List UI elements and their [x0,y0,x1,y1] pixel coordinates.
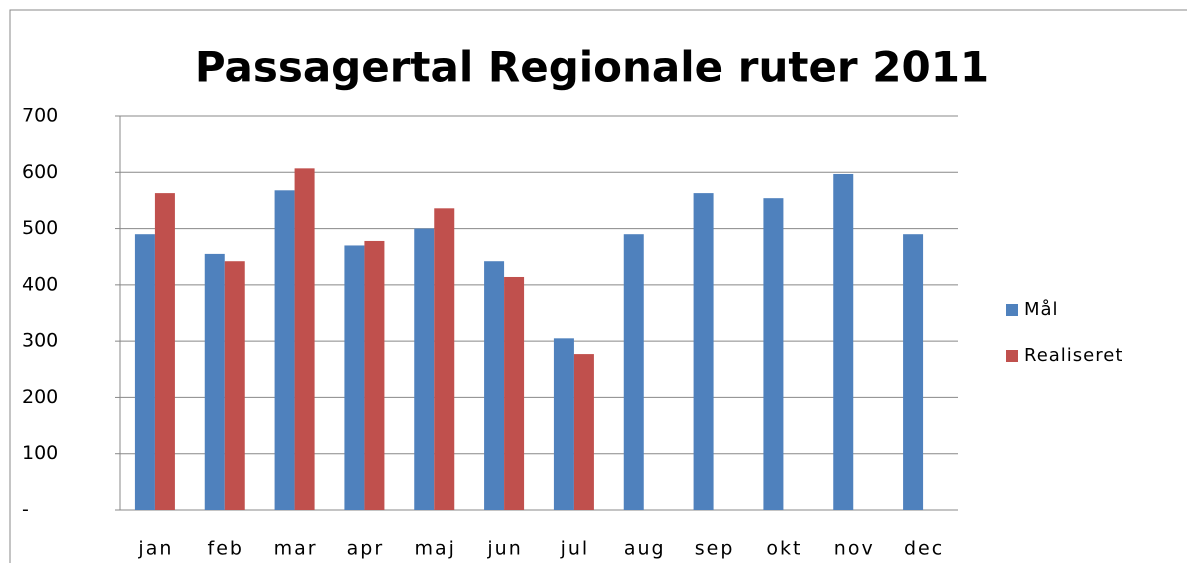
bar [504,276,525,510]
legend-label: Mål [1024,299,1059,320]
bar [763,198,784,511]
legend-label: Realiseret [1024,345,1123,366]
y-tick-label: 200 [22,386,58,408]
x-tick-label: jun [486,538,522,560]
x-tick-label: dec [904,538,944,560]
y-tick-label: - [22,499,29,521]
bar [134,234,155,510]
bar [364,240,385,510]
chart-border [9,9,1187,563]
legend-swatch [1006,350,1018,362]
bar [693,193,714,510]
bar [833,173,854,510]
bar [573,354,594,510]
bar [204,253,225,510]
x-tick-label: mar [274,538,318,560]
bar [623,234,644,510]
y-tick-label: 500 [22,217,58,239]
bar [553,338,574,510]
x-tick-label: maj [415,538,456,560]
bar [903,234,924,510]
bar [414,228,435,511]
x-tick-label: nov [834,538,875,560]
bar [484,261,505,510]
x-tick-label: aug [624,538,666,560]
x-tick-label: feb [208,538,244,560]
y-tick-label: 300 [22,330,58,352]
x-tick-label: okt [766,538,802,560]
bar [434,208,455,510]
bar [344,245,365,510]
y-tick-label: 700 [22,105,58,127]
y-tick-label: 600 [22,161,58,183]
chart-title: Passagertal Regionale ruter 2011 [195,43,989,92]
y-tick-label: 400 [22,273,58,295]
legend-swatch [1006,304,1018,316]
bar [294,168,315,511]
bar [224,261,245,510]
x-tick-label: apr [347,538,385,560]
x-tick-label: jul [560,538,590,560]
bar [274,190,295,510]
x-tick-label: jan [137,538,173,560]
bar [154,193,175,510]
y-tick-label: 100 [22,442,58,464]
x-tick-label: sep [695,538,735,560]
